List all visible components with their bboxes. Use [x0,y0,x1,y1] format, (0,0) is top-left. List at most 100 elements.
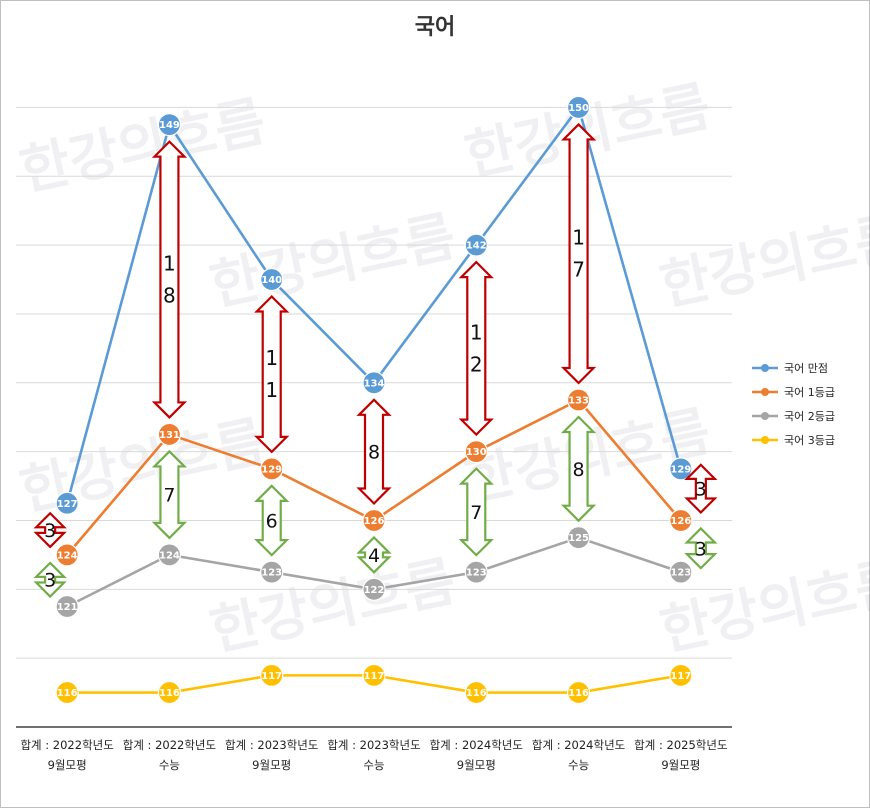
data-point [362,371,386,395]
data-point [566,95,591,120]
gap-arrow: 3 [684,526,718,570]
gap-label-char: 1 [265,346,278,370]
data-label: 124 [57,550,78,561]
series-layer: 1271491401341421501291241311291261301331… [55,95,693,705]
data-point [464,233,488,257]
gap-arrow-shape [684,463,718,515]
gap-label: 3 [695,538,707,560]
x-tick-label: 합계 : 2022학년도 [20,738,113,752]
data-label: 131 [159,430,180,441]
gap-label-char: 2 [470,352,483,376]
data-label: 123 [670,568,691,579]
gap-label-char: 1 [265,378,278,402]
series: 121 124 123 122 123 125 123 [55,526,693,619]
data-point [669,457,693,481]
gap-arrow-shape [356,535,392,574]
gap-label-char: 8 [163,284,176,308]
x-tick-label: 9월모평 [661,758,700,772]
gap-arrow: 1818 [151,140,188,419]
gap-arrow: 8 [560,415,597,523]
data-point [566,388,591,412]
x-tick-label: 수능 [568,758,589,772]
x-tick-label: 합계 : 2023학년도 [327,738,420,752]
data-point [362,577,386,601]
gap-label: 3 [44,520,56,542]
data-point [157,543,182,567]
x-tick-label: 합계 : 2024학년도 [532,738,625,752]
legend-swatch-marker [761,412,769,420]
legend-label: 국어 2등급 [784,410,835,423]
data-label: 134 [364,378,385,389]
x-tick-label: 합계 : 2022학년도 [123,738,216,752]
data-label: 127 [57,499,78,510]
gap-label-char: 1 [470,320,483,344]
x-tick-label: 합계 : 2023학년도 [225,738,318,752]
data-point [55,491,79,515]
gap-arrow: 3 [33,561,67,599]
data-label: 125 [568,533,589,544]
legend-label: 국어 3등급 [784,434,835,447]
data-label: 130 [466,447,487,458]
gap-label: 8 [573,459,585,481]
data-label: 116 [57,688,78,699]
gap-arrow: 7 [151,449,188,540]
data-label: 129 [261,464,282,475]
gap-arrow-shape [560,122,597,385]
legend-swatch-marker [761,364,769,372]
legend-item: 국어 2등급 [752,410,835,423]
gap-arrow: 3 [684,463,718,515]
series: 116 116 117 117 116 116 117 [55,663,693,705]
x-tick-label: 합계 : 2025학년도 [634,738,727,752]
data-label: 142 [466,241,487,252]
data-label: 121 [57,602,78,613]
data-label: 140 [261,275,282,286]
data-label: 150 [568,103,589,114]
x-tick-label: 합계 : 2024학년도 [430,738,523,752]
data-label: 133 [568,396,589,407]
gap-arrow: 3 [33,511,67,549]
data-label: 126 [364,516,385,527]
data-point [464,680,488,705]
gap-arrow: 8 [356,398,392,506]
data-label: 126 [670,516,691,527]
data-point [260,457,284,481]
data-label: 116 [466,688,487,699]
gap-arrow-shape [33,511,67,549]
gap-arrow: 1111 [254,294,290,454]
legend-label: 국어 1등급 [784,386,835,399]
data-point [464,440,488,464]
data-point [260,560,284,584]
gap-label: 7 [470,502,482,524]
legend-swatch-marker [761,388,769,396]
gap-label: 3 [695,479,707,501]
annotation-arrows: 31818111181212171733764783 [33,122,718,599]
gap-arrow-shape [33,561,67,599]
data-point [157,422,182,447]
x-tick-label: 9월모평 [252,758,291,772]
gap-label: 3 [44,570,56,592]
data-point [669,508,693,533]
gap-arrow-shape [684,526,718,570]
data-point [669,560,693,584]
data-point [566,680,591,705]
data-point [362,508,386,533]
gridlines [16,106,732,728]
gap-arrow-shape [458,467,494,557]
data-label: 117 [364,671,385,682]
gap-arrow-shape [356,398,392,506]
gap-arrow-shape [560,415,597,523]
data-label: 124 [159,550,180,561]
data-label: 149 [159,120,180,131]
data-point [669,663,693,687]
legend-swatch-marker [761,436,769,444]
data-point [157,113,182,137]
data-point [55,543,79,567]
gap-label-char: 1 [163,252,176,276]
gap-label-char: 7 [572,258,585,282]
data-point [566,526,591,550]
data-label: 117 [261,671,282,682]
